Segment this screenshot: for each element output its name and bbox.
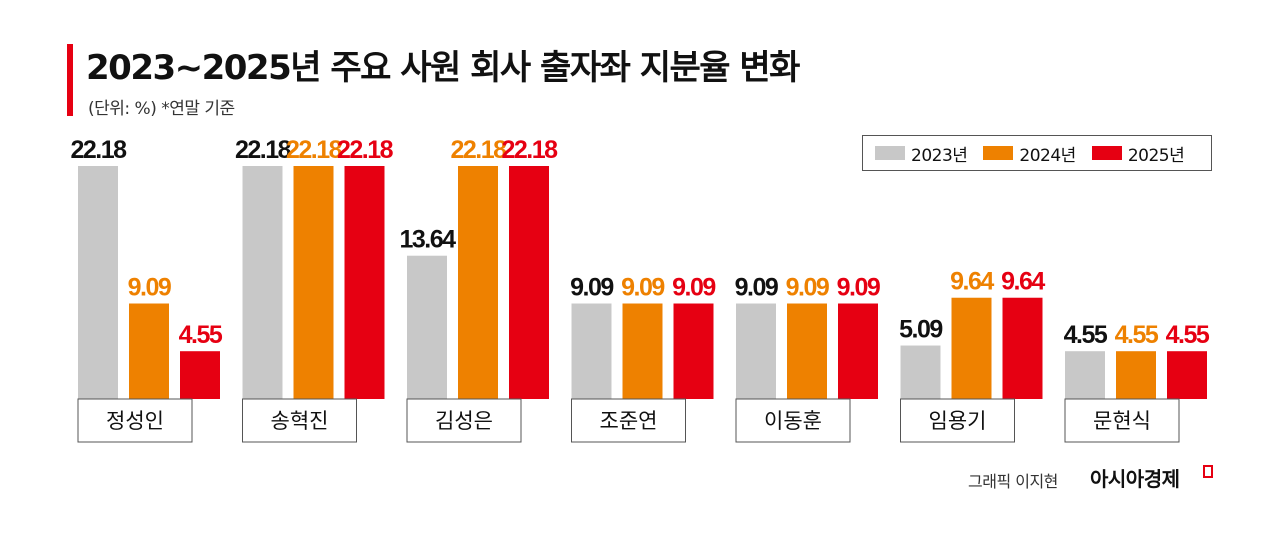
bar-5-1 <box>736 303 776 399</box>
data-label-1-2: 9.09 <box>128 274 171 302</box>
data-label-5-1: 9.09 <box>735 274 778 302</box>
data-label-7-3: 4.55 <box>1166 321 1210 349</box>
data-label-2-2: 22.18 <box>286 136 343 164</box>
category-box-3 <box>406 398 522 443</box>
legend-swatch-2024 <box>983 146 1014 160</box>
data-label-7-2: 4.55 <box>1115 321 1159 349</box>
bar-7-1 <box>1065 351 1105 399</box>
bar-4-3 <box>673 303 714 399</box>
data-label-1-3: 4.55 <box>179 321 223 349</box>
category-box-2 <box>242 398 357 443</box>
data-label-4-2: 9.09 <box>621 274 664 302</box>
data-label-3-3: 22.18 <box>501 136 558 164</box>
legend-item-2024: 2024년 <box>983 141 1076 166</box>
brand-logo: 아시아경제 <box>1090 467 1180 491</box>
legend-swatch-2025 <box>1091 146 1122 160</box>
category-box-6 <box>900 398 1015 443</box>
brand-mark-icon <box>1203 465 1213 478</box>
legend: 2023년 2024년 2025년 <box>862 135 1212 171</box>
category-label-5: 이동훈 <box>764 409 822 433</box>
category-label-6: 임용기 <box>929 409 987 433</box>
category-box-4 <box>571 398 686 443</box>
data-label-3-1: 13.64 <box>399 226 456 254</box>
category-box-7 <box>1064 398 1180 443</box>
bar-7-3 <box>1167 351 1207 399</box>
data-label-2-1: 22.18 <box>235 136 292 164</box>
legend-label-2023: 2023년 <box>911 145 968 166</box>
data-label-5-3: 9.09 <box>837 274 880 302</box>
bar-3-3 <box>509 166 549 399</box>
bar-1-3 <box>180 351 220 399</box>
data-label-4-1: 9.09 <box>570 274 613 302</box>
data-label-7-1: 4.55 <box>1064 321 1108 349</box>
bar-1-2 <box>129 303 169 399</box>
bar-3-1 <box>407 255 447 399</box>
data-label-5-2: 9.09 <box>786 274 829 302</box>
data-label-6-1: 5.09 <box>899 316 942 344</box>
bar-6-3 <box>1002 297 1043 399</box>
data-label-2-3: 22.18 <box>337 136 394 164</box>
bar-2-3 <box>344 166 385 399</box>
bar-7-2 <box>1116 351 1156 399</box>
legend-label-2024: 2024년 <box>1019 145 1076 166</box>
bar-5-3 <box>838 303 878 399</box>
data-label-1-1: 22.18 <box>70 136 127 164</box>
chart-subtitle: (단위: %) *연말 기준 <box>88 99 235 119</box>
category-label-1: 정성인 <box>106 409 164 433</box>
title-accent-bar <box>67 44 73 116</box>
category-box-1 <box>77 398 193 443</box>
data-label-3-2: 22.18 <box>450 136 507 164</box>
legend-item-2025: 2025년 <box>1091 141 1185 166</box>
data-label-4-3: 9.09 <box>672 274 715 302</box>
bar-6-2 <box>951 297 992 399</box>
bar-4-1 <box>571 303 612 399</box>
bar-2-2 <box>293 166 334 399</box>
category-label-4: 조준연 <box>600 409 658 433</box>
bar-5-2 <box>787 303 827 399</box>
category-label-7: 문현식 <box>1093 409 1151 433</box>
graphic-credit: 그래픽 이지현 <box>968 472 1058 491</box>
data-label-6-3: 9.64 <box>1001 268 1045 296</box>
bar-1-1 <box>78 166 118 399</box>
bar-6-1 <box>900 345 941 399</box>
bar-4-2 <box>622 303 663 399</box>
category-box-5 <box>735 398 851 443</box>
legend-label-2025: 2025년 <box>1127 145 1185 166</box>
legend-item-2023: 2023년 <box>875 141 968 166</box>
category-label-2: 송혁진 <box>271 409 329 433</box>
bar-2-1 <box>242 166 283 399</box>
data-label-6-2: 9.64 <box>950 268 994 296</box>
category-label-3: 김성은 <box>435 409 493 433</box>
chart-title: 2023~2025년 주요 사원 회사 출자좌 지분율 변화 <box>86 48 800 88</box>
bar-3-2 <box>458 166 498 399</box>
legend-swatch-2023 <box>875 146 905 160</box>
